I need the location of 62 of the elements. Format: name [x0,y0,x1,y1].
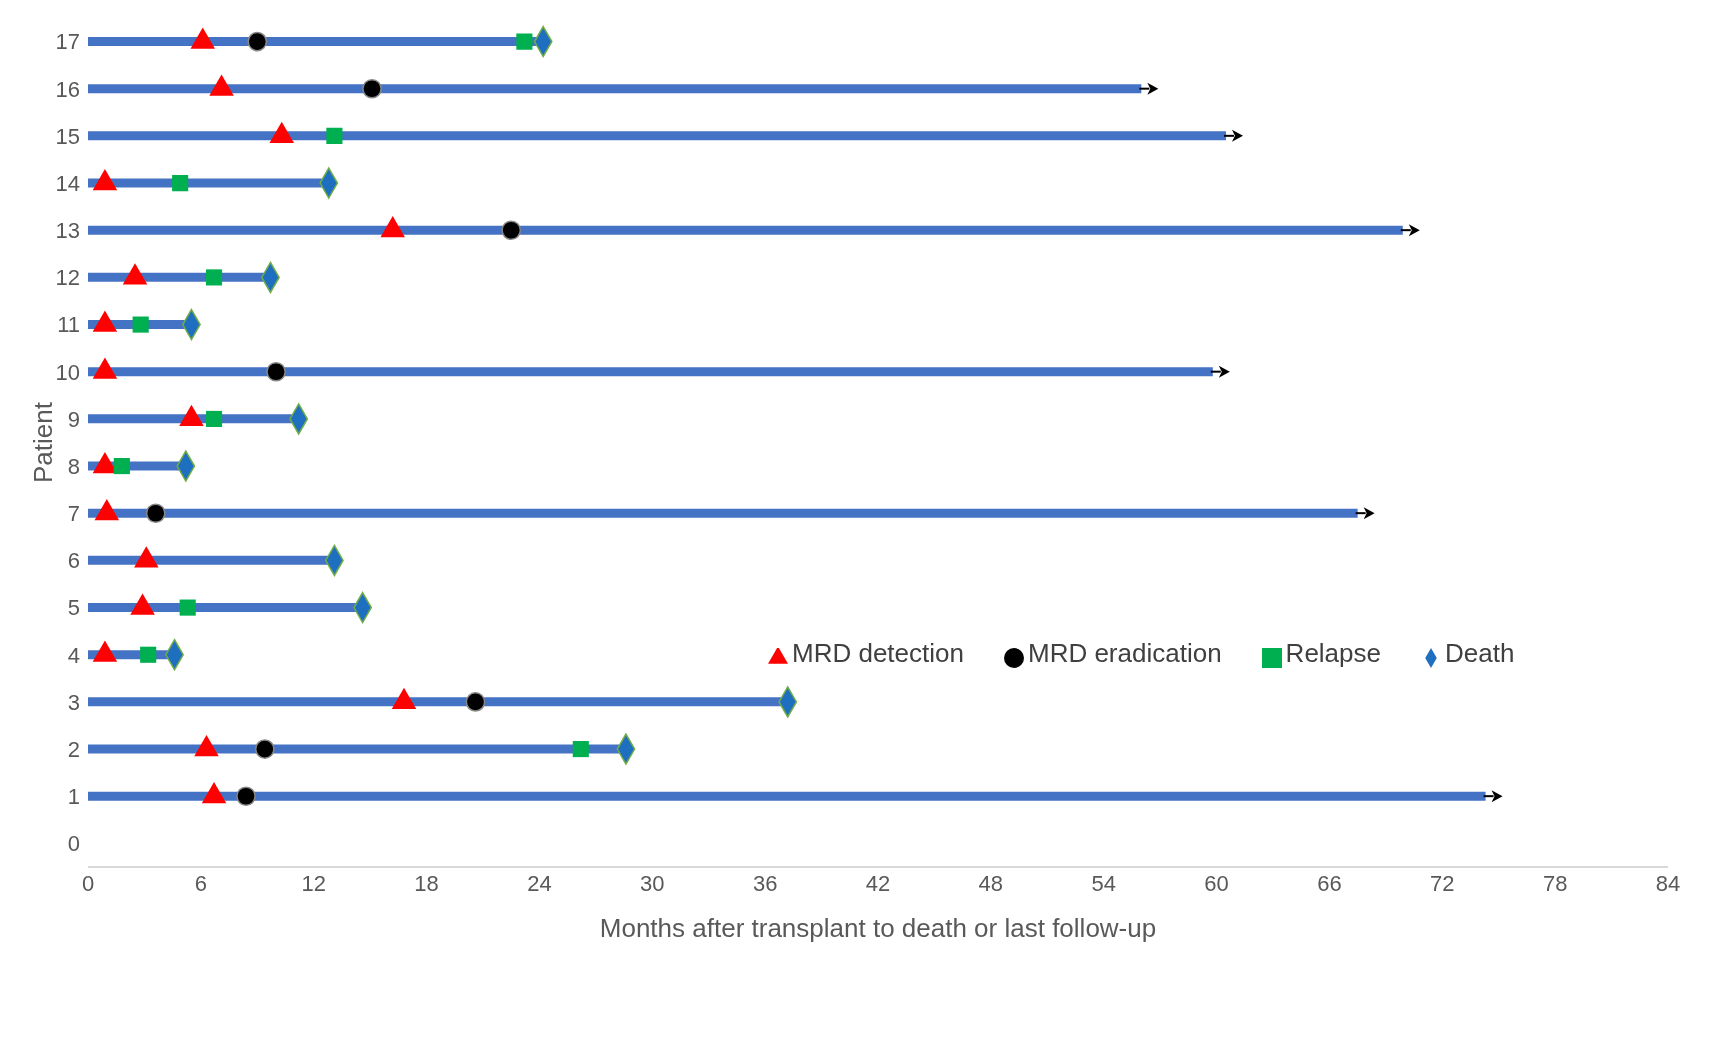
point [113,458,130,475]
point [516,33,533,50]
point [172,175,189,192]
point [132,316,149,333]
point [326,127,343,144]
x-tick-label: 6 [194,870,207,896]
y-tick-label: 15 [55,123,80,149]
x-tick-label: 42 [865,870,891,896]
y-tick-label: 0 [67,831,80,857]
y-tick-label: 11 [57,312,80,338]
point [247,31,268,52]
legend-label: MRD detection [792,638,964,668]
x-tick-label: 24 [527,870,552,896]
x-tick-label: 66 [1317,870,1342,896]
point [465,692,486,712]
point [362,78,382,99]
bar [88,84,1142,94]
y-tick-label: 14 [55,170,80,196]
point [501,220,522,241]
point [266,361,286,382]
point [205,410,223,427]
point [205,269,223,286]
point [140,646,157,663]
x-tick-label: 36 [752,870,778,896]
x-axis-title: Months after transplant to death or last follow-up [599,913,1157,943]
y-tick-label: 5 [67,595,80,621]
y-axis-title: Patient [28,401,59,483]
y-tick-label: 8 [67,453,80,479]
x-tick-label: 72 [1430,870,1455,896]
y-tick-label: 10 [55,359,80,385]
point [254,739,275,759]
y-tick-label: 2 [67,736,80,762]
bar [88,225,1403,235]
bar [88,131,1226,141]
x-tick-label: 60 [1204,870,1229,896]
point [179,599,196,616]
bar [88,508,1358,518]
legend-label: MRD eradication [1027,638,1222,668]
x-tick-label: 78 [1542,870,1568,896]
x-tick-label: 12 [301,870,326,896]
bar [88,791,1486,801]
y-tick-label: 7 [67,501,80,527]
y-tick-label: 3 [67,689,80,715]
point [236,786,256,807]
y-tick-label: 13 [55,218,80,244]
x-tick-label: 54 [1091,870,1116,896]
legend-label: Relapse [1285,638,1382,668]
y-tick-label: 9 [67,406,80,432]
legend-label: Death [1445,638,1515,668]
y-tick-label: 12 [55,265,80,291]
y-tick-label: 6 [67,548,80,574]
x-tick-label: 48 [978,870,1004,896]
x-tick-label: 30 [640,870,665,896]
point [145,503,166,524]
y-tick-label: 17 [55,29,80,55]
bar [88,367,1213,377]
y-tick-label: 16 [55,76,80,102]
point [572,741,589,758]
x-tick-label: 84 [1655,870,1681,896]
x-tick-label: 18 [414,870,439,896]
y-tick-label: 4 [67,642,80,668]
y-tick-label: 1 [67,784,80,810]
